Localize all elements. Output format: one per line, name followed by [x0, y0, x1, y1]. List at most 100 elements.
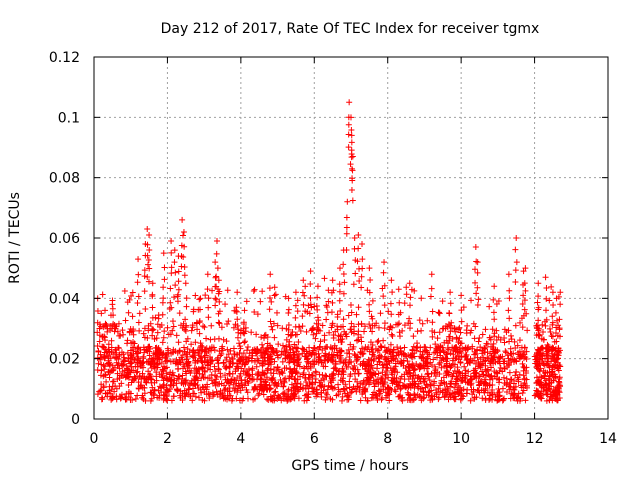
- data-point: [328, 289, 335, 296]
- data-point: [359, 350, 366, 357]
- data-point: [100, 362, 107, 369]
- data-point: [300, 371, 307, 378]
- data-point: [429, 319, 436, 326]
- data-point: [390, 375, 397, 382]
- data-point: [542, 345, 549, 352]
- data-point: [329, 396, 336, 403]
- data-point: [150, 390, 157, 397]
- data-point: [553, 295, 560, 302]
- data-point: [348, 154, 355, 161]
- data-point: [339, 393, 346, 400]
- data-point: [241, 339, 248, 346]
- data-point: [175, 339, 182, 346]
- data-point: [377, 310, 384, 317]
- data-point: [434, 335, 441, 342]
- data-point: [216, 298, 223, 305]
- data-point: [471, 396, 478, 403]
- data-point: [418, 355, 425, 362]
- data-point: [389, 332, 396, 339]
- data-point: [366, 265, 373, 272]
- data-point: [204, 286, 211, 293]
- data-point: [497, 364, 504, 371]
- data-point: [204, 271, 211, 278]
- data-point: [339, 335, 346, 342]
- data-point: [208, 377, 215, 384]
- data-point: [110, 378, 117, 385]
- data-point: [240, 350, 247, 357]
- data-point: [158, 354, 165, 361]
- data-point: [202, 292, 209, 299]
- data-point: [134, 345, 141, 352]
- data-point: [454, 347, 461, 354]
- data-point: [194, 381, 201, 388]
- data-point: [256, 360, 263, 367]
- data-point: [348, 147, 355, 154]
- data-point: [471, 266, 478, 273]
- data-point: [225, 395, 232, 402]
- data-point: [120, 361, 127, 368]
- data-point: [470, 320, 477, 327]
- data-point: [104, 328, 111, 335]
- data-point: [168, 270, 175, 277]
- data-point: [295, 351, 302, 358]
- data-point: [427, 293, 434, 300]
- data-point: [197, 306, 204, 313]
- data-point: [214, 357, 221, 364]
- data-point: [375, 355, 382, 362]
- data-point: [336, 347, 343, 354]
- data-point: [533, 374, 540, 381]
- data-point: [286, 338, 293, 345]
- data-point: [321, 352, 328, 359]
- data-point: [366, 308, 373, 315]
- x-tick-label: 14: [599, 431, 617, 447]
- data-point: [452, 378, 459, 385]
- data-point: [405, 369, 412, 376]
- data-point: [535, 280, 542, 287]
- data-point: [549, 353, 556, 360]
- data-point: [116, 332, 123, 339]
- data-point: [490, 340, 497, 347]
- data-point: [279, 342, 286, 349]
- data-point: [370, 370, 377, 377]
- data-point: [99, 333, 106, 340]
- data-point: [533, 387, 540, 394]
- data-point: [292, 289, 299, 296]
- data-point: [331, 384, 338, 391]
- data-point: [436, 361, 443, 368]
- data-point: [357, 397, 364, 404]
- data-point: [332, 360, 339, 367]
- data-point: [463, 351, 470, 358]
- data-point: [283, 392, 290, 399]
- data-point: [522, 397, 529, 404]
- data-point: [200, 364, 207, 371]
- data-point: [329, 320, 336, 327]
- data-point: [473, 290, 480, 297]
- data-point: [346, 99, 353, 106]
- data-point: [287, 396, 294, 403]
- data-point: [356, 278, 363, 285]
- data-point: [310, 361, 317, 368]
- data-point: [146, 374, 153, 381]
- data-point: [272, 380, 279, 387]
- data-point: [135, 271, 142, 278]
- data-point: [347, 161, 354, 168]
- data-point: [307, 301, 314, 308]
- data-point: [170, 393, 177, 400]
- data-point: [303, 348, 310, 355]
- data-point: [176, 310, 183, 317]
- data-point: [511, 377, 518, 384]
- data-point: [243, 386, 250, 393]
- data-point: [368, 395, 375, 402]
- data-point: [283, 364, 290, 371]
- data-point: [153, 344, 160, 351]
- data-point: [164, 324, 171, 331]
- data-point: [456, 352, 463, 359]
- data-point: [453, 334, 460, 341]
- data-point: [166, 306, 173, 313]
- data-point: [135, 379, 142, 386]
- data-point: [543, 377, 550, 384]
- data-point: [486, 360, 493, 367]
- data-point: [398, 360, 405, 367]
- data-point: [348, 165, 355, 172]
